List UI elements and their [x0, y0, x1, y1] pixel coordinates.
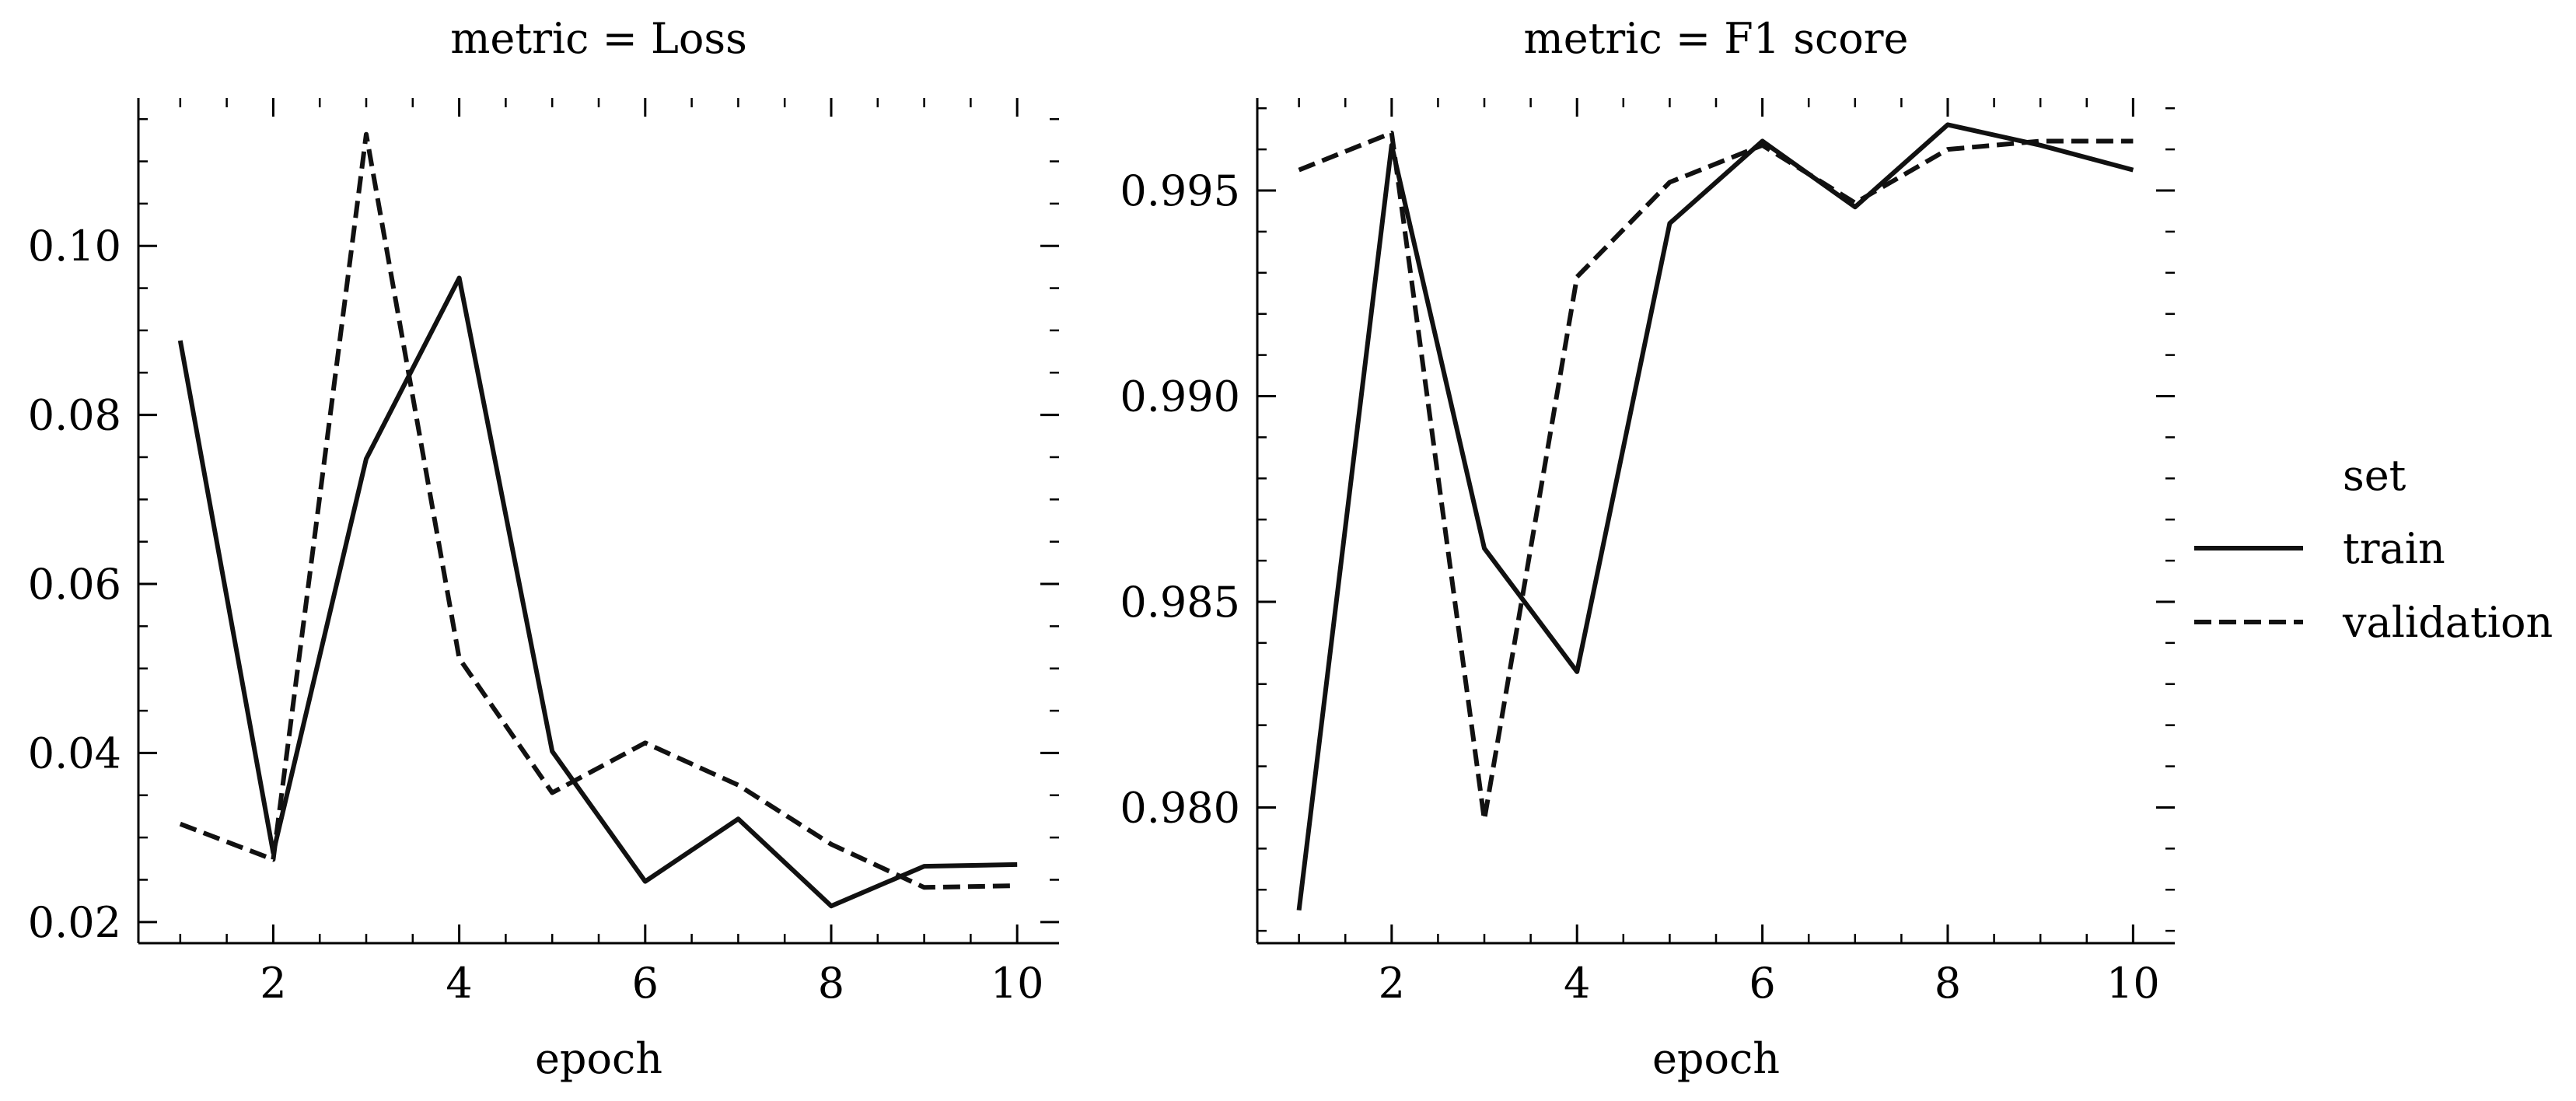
loss-y-tick-label: 0.08	[28, 391, 121, 440]
f1-panel-title: metric = F1 score	[1524, 14, 1909, 63]
f1-x-tick-label: 6	[1749, 959, 1775, 1008]
loss-series-validation	[179, 131, 1018, 890]
legend: set train validation	[2194, 451, 2553, 647]
f1-x-axis-label: epoch	[1652, 1034, 1780, 1083]
f1-x-tick-label: 2	[1379, 959, 1405, 1008]
f1-y-tick-label: 0.995	[1120, 166, 1240, 215]
f1-plot-area: 2 4 6 8 10 0.980 0.985 0.990 0.995	[1120, 98, 2175, 1008]
f1-x-tick-label: 8	[1935, 959, 1961, 1008]
loss-y-tick-label: 0.10	[28, 222, 121, 271]
f1-panel: metric = F1 score epoch 2 4 6 8 10 0.980 0.985…	[1120, 14, 2175, 1083]
legend-label-validation: validation	[2342, 598, 2553, 647]
f1-series-validation	[1298, 131, 2134, 823]
loss-x-tick-label: 4	[446, 959, 472, 1008]
loss-y-tick-label: 0.02	[28, 898, 121, 947]
f1-series-train	[1296, 122, 2134, 911]
f1-y-tick-label: 0.990	[1120, 372, 1240, 421]
loss-series-train	[177, 275, 1018, 909]
loss-x-tick-label: 6	[632, 959, 659, 1008]
f1-y-tick-label: 0.985	[1120, 578, 1240, 627]
loss-x-tick-label: 2	[260, 959, 286, 1008]
loss-plot-area: 2 4 6 8 10 0.02 0.04 0.06 0.08 0.10	[28, 98, 1059, 1008]
f1-x-tick-label: 10	[2106, 959, 2160, 1008]
loss-y-tick-label: 0.06	[28, 560, 121, 609]
loss-panel: metric = Loss epoch 2 4 6 8 10 0.02 0.04 0.06 0.…	[28, 14, 1059, 1083]
f1-x-tick-label: 4	[1564, 959, 1590, 1008]
legend-title: set	[2343, 451, 2406, 500]
loss-panel-title: metric = Loss	[450, 14, 747, 63]
loss-y-tick-label: 0.04	[28, 729, 121, 778]
loss-x-tick-label: 10	[991, 959, 1044, 1008]
legend-label-train: train	[2343, 524, 2445, 573]
f1-y-tick-label: 0.980	[1120, 783, 1240, 832]
loss-x-tick-label: 8	[818, 959, 844, 1008]
loss-x-axis-label: epoch	[535, 1034, 662, 1083]
